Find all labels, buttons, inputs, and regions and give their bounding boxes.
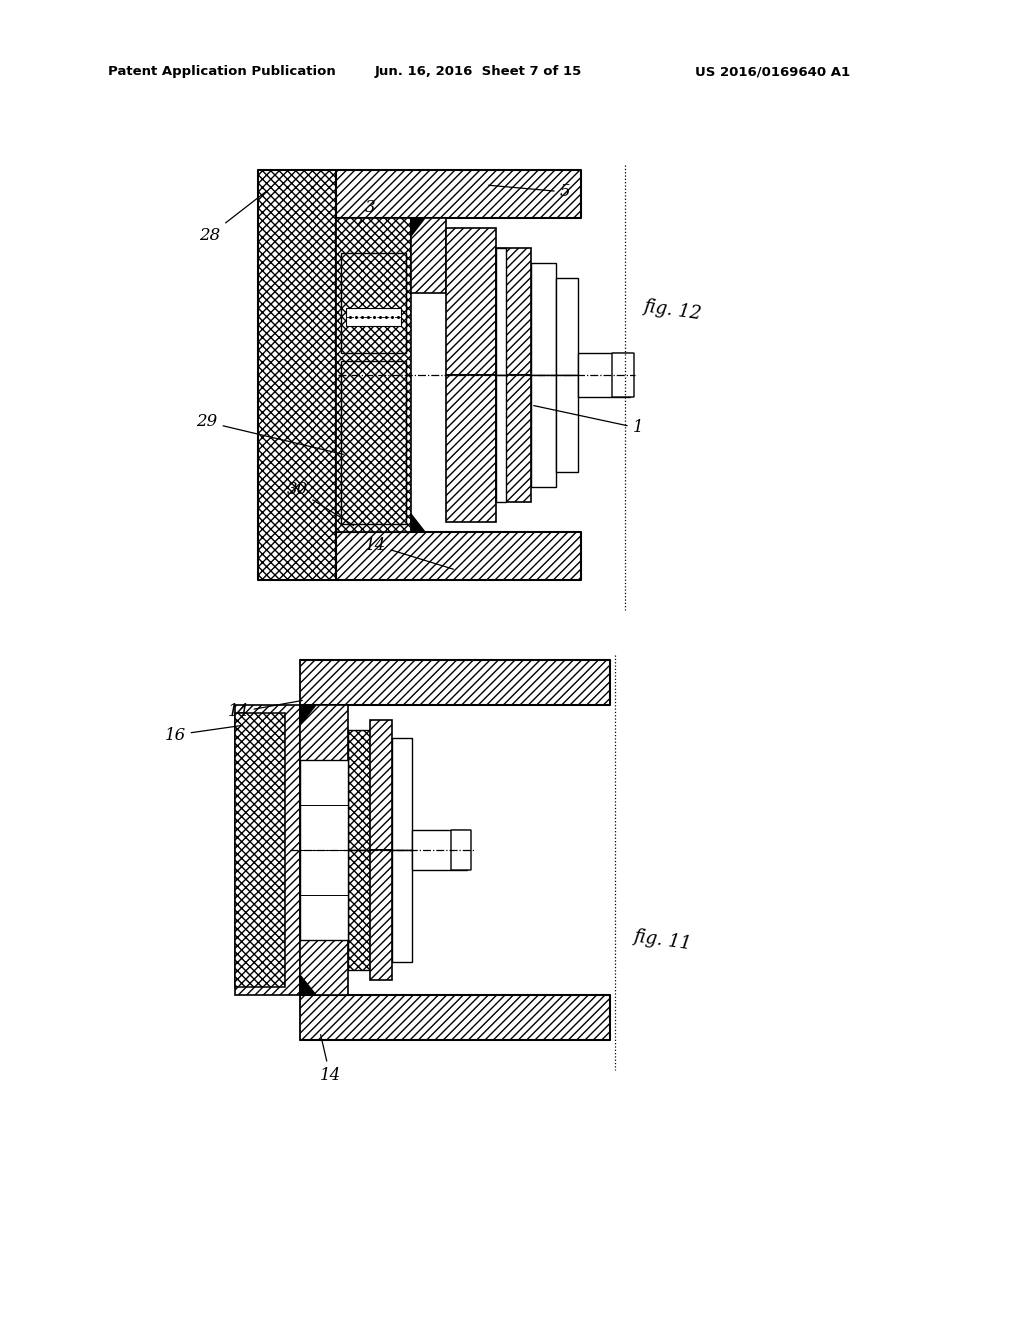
Text: Jun. 16, 2016  Sheet 7 of 15: Jun. 16, 2016 Sheet 7 of 15 (375, 66, 583, 78)
Text: Patent Application Publication: Patent Application Publication (108, 66, 336, 78)
Bar (336, 170, 581, 218)
Bar (348, 850, 370, 970)
Bar (392, 738, 412, 850)
Text: fig. 11: fig. 11 (632, 927, 692, 953)
Bar (300, 995, 610, 1040)
Bar (341, 253, 406, 352)
Polygon shape (300, 705, 316, 725)
Bar (346, 308, 401, 326)
Bar (234, 713, 285, 987)
Text: 14: 14 (365, 536, 454, 569)
Bar (446, 228, 496, 375)
FancyBboxPatch shape (451, 830, 471, 870)
Bar (370, 850, 392, 979)
Bar (348, 730, 370, 850)
Bar (496, 375, 506, 502)
Text: 14: 14 (227, 701, 302, 721)
Bar (300, 850, 348, 995)
Bar (336, 218, 411, 532)
Text: 3: 3 (357, 198, 376, 226)
Text: 5: 5 (488, 183, 570, 201)
Bar (446, 375, 496, 521)
Bar (531, 263, 556, 375)
Bar (370, 719, 392, 850)
Bar (578, 352, 630, 397)
Bar (496, 248, 506, 375)
Bar (341, 360, 406, 524)
Bar (496, 248, 531, 375)
Text: 14: 14 (319, 1035, 341, 1084)
Polygon shape (411, 218, 425, 236)
Bar (531, 375, 556, 487)
Text: 28: 28 (200, 191, 266, 243)
Polygon shape (411, 513, 425, 532)
Text: 30: 30 (287, 482, 353, 525)
Bar (556, 375, 578, 473)
Bar (300, 660, 610, 705)
Bar (412, 830, 467, 870)
Text: US 2016/0169640 A1: US 2016/0169640 A1 (695, 66, 850, 78)
Text: 29: 29 (197, 413, 343, 454)
Bar (300, 705, 348, 850)
Bar (300, 760, 348, 940)
Polygon shape (300, 975, 316, 995)
Bar (411, 218, 446, 293)
FancyBboxPatch shape (612, 352, 634, 397)
Text: 1: 1 (534, 405, 643, 437)
Bar (234, 705, 300, 995)
Bar (258, 170, 336, 579)
Bar (336, 532, 581, 579)
Bar (556, 279, 578, 375)
Text: fig. 12: fig. 12 (642, 297, 702, 323)
Text: 16: 16 (165, 726, 243, 743)
Bar (496, 375, 531, 502)
Bar (392, 850, 412, 962)
